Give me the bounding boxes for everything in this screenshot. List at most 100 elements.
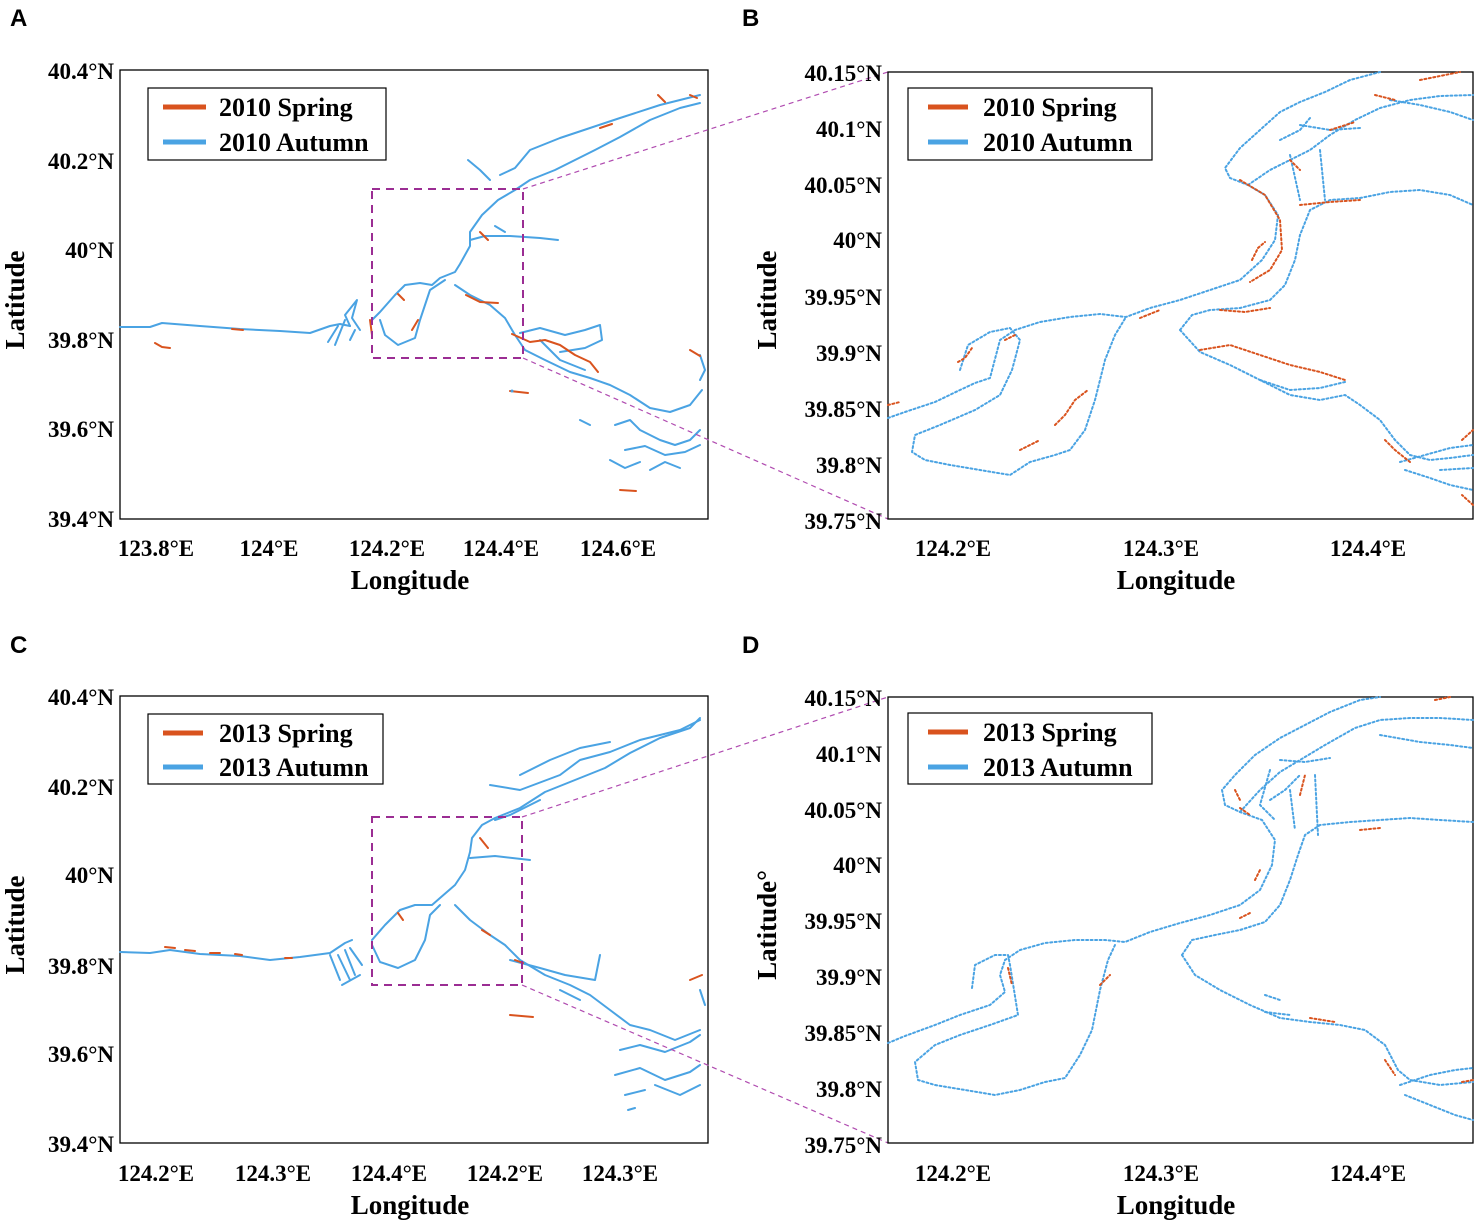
panel-a-x-ticks: 123.8°E 124°E 124.2°E 124.4°E 124.6°E <box>118 536 656 561</box>
legend-label-autumn: 2013 Autumn <box>983 753 1133 782</box>
autumn-river <box>1179 189 1474 331</box>
panel-a-y-ticks: 40.4°N 40.2°N 40°N 39.8°N 39.6°N 39.4°N <box>48 59 114 532</box>
panel-a-map <box>119 94 706 492</box>
panel-letter-b: B <box>742 5 759 32</box>
autumn-island <box>379 279 446 346</box>
panel-d-map <box>887 696 1474 1121</box>
spring-coastline <box>164 837 524 964</box>
autumn-river <box>467 94 701 241</box>
panel-b-y-ticks: 40.15°N 40.1°N 40.05°N 40°N 39.95°N 39.9… <box>804 61 882 534</box>
autumn-islet <box>510 389 514 393</box>
autumn-island <box>371 102 701 321</box>
legend-label-autumn: 2010 Autumn <box>219 128 369 157</box>
y-tick-label: 40.1°N <box>816 742 882 767</box>
y-tick-label: 39.6°N <box>48 1042 114 1067</box>
legend-label-spring: 2013 Spring <box>219 719 353 748</box>
y-tick-label: 40.4°N <box>48 59 114 84</box>
autumn-river <box>1181 817 1474 956</box>
autumn-islets <box>614 989 706 1111</box>
panel-d-legend: 2013 Spring 2013 Autumn <box>907 712 1153 785</box>
panel-letter-c: C <box>10 632 27 659</box>
panel-a-legend: 2010 Spring 2010 Autumn <box>147 87 387 161</box>
autumn-river <box>1259 379 1474 491</box>
autumn-river <box>454 719 701 1041</box>
x-axis-title: Longitude <box>351 565 470 595</box>
y-axis-title: Latitude <box>752 250 782 349</box>
autumn-coastline <box>887 71 1381 419</box>
zoom-connector-bottom <box>522 357 889 520</box>
autumn-river <box>509 741 611 1001</box>
x-tick-label: 124.2°E <box>118 1161 194 1186</box>
y-tick-label: 39.8°N <box>816 453 882 478</box>
y-tick-label: 40.15°N <box>804 61 882 86</box>
x-tick-label: 124.4°E <box>1330 1161 1406 1186</box>
panel-c-map <box>119 717 706 1111</box>
spring-coastline <box>1007 696 1474 1083</box>
autumn-river <box>519 324 603 371</box>
autumn-coastline <box>887 696 1381 1044</box>
legend-box <box>907 712 1153 785</box>
autumn-island <box>371 904 441 969</box>
x-tick-label: 124.3°E <box>582 1161 658 1186</box>
autumn-coastline <box>119 939 353 961</box>
y-tick-label: 40.2°N <box>48 149 114 174</box>
y-tick-label: 40.05°N <box>804 798 882 823</box>
panel-d-x-ticks: 124.2°E 124.3°E 124.4°E <box>915 1161 1406 1186</box>
y-axis-title: Latitude° <box>752 870 782 980</box>
legend-label-autumn: 2013 Autumn <box>219 753 369 782</box>
autumn-islets <box>579 354 706 471</box>
y-tick-label: 39.6°N <box>48 417 114 442</box>
panel-c-x-ticks: 124.2°E 124.3°E 124.4°E 124.2°E 124.3°E <box>118 1161 658 1186</box>
y-tick-label: 40.15°N <box>804 686 882 711</box>
y-tick-label: 39.75°N <box>804 509 882 534</box>
y-tick-label: 40.4°N <box>48 685 114 710</box>
x-tick-label: 124.2°E <box>915 536 991 561</box>
panel-a-frame <box>119 69 709 520</box>
autumn-island <box>914 944 1116 1096</box>
zoom-connector-top <box>522 71 889 190</box>
x-tick-label: 124.6°E <box>580 536 656 561</box>
panel-a: A 40.4°N 40.2°N 40°N 39.8°N 39.6°N 39.4°… <box>0 5 889 595</box>
spring-coastline <box>887 121 1474 463</box>
autumn-island <box>911 316 1127 476</box>
autumn-river <box>1179 329 1474 461</box>
y-tick-label: 40°N <box>833 228 882 253</box>
autumn-coastline <box>119 322 351 334</box>
x-tick-label: 124.4°E <box>351 1161 427 1186</box>
legend-box <box>147 713 384 785</box>
y-tick-label: 39.95°N <box>804 909 882 934</box>
panel-c-y-ticks: 40.4°N 40.2°N 40°N 39.8°N 39.6°N 39.4°N <box>48 685 114 1157</box>
y-axis-title: Latitude <box>0 875 30 974</box>
autumn-river <box>454 284 703 413</box>
y-tick-label: 40°N <box>65 863 114 888</box>
y-axis-title: Latitude <box>0 250 30 349</box>
y-tick-label: 40°N <box>833 853 882 878</box>
spring-coastline <box>154 94 698 373</box>
x-axis-title: Longitude <box>1117 565 1236 595</box>
y-tick-label: 39.75°N <box>804 1133 882 1158</box>
zoom-connector-top <box>521 696 889 818</box>
legend-label-spring: 2010 Spring <box>219 93 353 122</box>
x-tick-label: 124.2°E <box>915 1161 991 1186</box>
x-tick-label: 124.3°E <box>1123 536 1199 561</box>
x-axis-title: Longitude <box>351 1190 470 1220</box>
x-tick-label: 123.8°E <box>118 536 194 561</box>
legend-box <box>907 87 1153 161</box>
autumn-coastline <box>327 299 361 346</box>
y-tick-label: 39.8°N <box>816 1077 882 1102</box>
autumn-river <box>1181 954 1474 1086</box>
x-tick-label: 124.2°E <box>349 536 425 561</box>
autumn-river <box>1247 94 1474 201</box>
y-tick-label: 40.05°N <box>804 173 882 198</box>
x-tick-label: 124°E <box>239 536 298 561</box>
y-tick-label: 39.9°N <box>816 965 882 990</box>
spring-islets <box>509 349 701 492</box>
autumn-river <box>1264 994 1474 1121</box>
panel-c-legend: 2013 Spring 2013 Autumn <box>147 713 384 785</box>
y-tick-label: 40.2°N <box>48 775 114 800</box>
y-tick-label: 39.8°N <box>48 328 114 353</box>
autumn-river <box>1239 717 1474 836</box>
x-tick-label: 124.2°E <box>467 1161 543 1186</box>
panel-b: B 40.15°N 40.1°N 40.05°N 40°N 39.95°N 39… <box>742 5 1474 595</box>
